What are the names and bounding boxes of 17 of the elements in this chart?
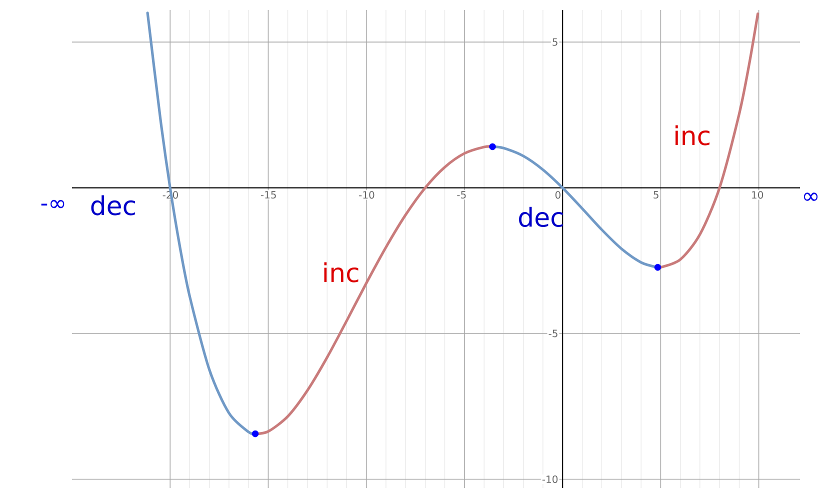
annotation: inc xyxy=(676,125,710,146)
x-tick-label: -5 xyxy=(457,191,466,199)
x-tick-label: -15 xyxy=(260,191,276,199)
point xyxy=(489,143,496,150)
point xyxy=(654,264,662,271)
text: -∞ xyxy=(41,200,64,208)
x-tick-label: 10 xyxy=(752,191,764,199)
y-tick-label: -5 xyxy=(548,330,558,338)
x-tick-label: -10 xyxy=(359,191,374,199)
text: ∞ xyxy=(804,192,818,201)
annotation: inc xyxy=(324,262,358,282)
x-tick-label: 5 xyxy=(654,191,658,199)
y-tick-label: -10 xyxy=(542,475,558,484)
x-tick-label: 0 xyxy=(555,191,560,199)
annotation: dec xyxy=(91,195,135,216)
point xyxy=(252,430,259,438)
y-tick-label: 5 xyxy=(552,38,558,46)
